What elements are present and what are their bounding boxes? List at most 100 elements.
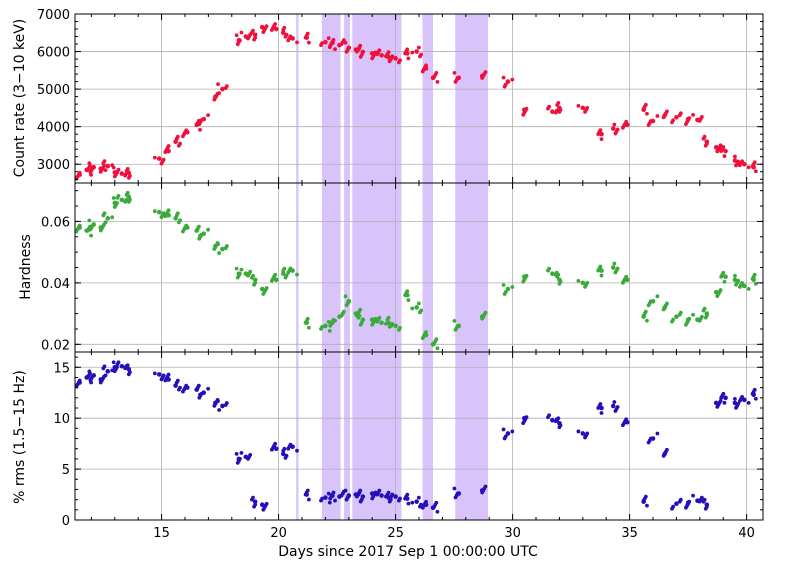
hardness-y-tick-label: 0.04 [41,277,70,292]
hardness-data-point-cluster [284,273,289,278]
count-rate-data-point-cluster [346,45,351,50]
rms-data-point-cluster [524,415,529,420]
count-rate-data-point [732,158,738,163]
hardness-data-point-cluster [239,267,244,272]
count-rate-data-point-cluster [206,113,211,118]
count-rate-data-point-cluster [722,154,727,158]
count-rate-data-point [252,32,258,37]
rms-data-point-cluster [648,436,653,441]
rms-data-point-cluster [615,405,620,409]
rms-shaded-region-2 [344,352,350,520]
hardness-y-tick-label: 0.06 [41,215,70,230]
rms-data-point [723,395,728,401]
hardness-data-point-cluster [248,269,253,274]
hardness-data-point-cluster [282,266,287,271]
rms-data-point-cluster [665,447,669,452]
hardness-data-point [273,277,279,283]
count-rate-data-point-cluster [624,119,629,124]
count-rate-data-point-cluster [386,50,391,55]
count-rate-data-point-cluster [752,160,757,165]
x-tick-label: 30 [504,526,521,541]
hardness-data-point [259,286,265,292]
hardness-data-point-cluster [305,316,310,321]
count-rate-data-point-cluster [615,127,620,132]
rms-data-point [550,417,555,423]
rms-data-point-cluster [752,387,757,392]
count-rate-data-point-cluster [678,111,683,116]
count-rate-data-point-cluster [305,31,310,36]
rms-data-point-cluster [264,501,269,506]
rms-data-point-cluster [199,391,204,396]
hardness-data-point-cluster [699,314,704,319]
count-rate-data-point-cluster [87,161,92,166]
rms-data-point-cluster [510,429,515,434]
hardness-data-point-cluster [90,223,95,228]
count-rate-y-tick-label: 4000 [37,121,70,136]
hardness-data-point [379,320,384,326]
count-rate-data-point-cluster [740,159,744,164]
count-rate-data-point-cluster [326,36,331,41]
rms-data-point-cluster [687,499,692,504]
rms-data-point [220,403,225,409]
count-rate-data-point-cluster [103,168,108,173]
count-rate-data-point [105,163,111,169]
rms-shaded-region-4 [422,352,434,520]
count-rate-data-point-cluster [612,122,617,127]
hardness-data-point [280,271,286,276]
hardness-data-point-cluster [510,285,515,289]
hardness-data-point-cluster [178,218,182,223]
hardness-data-point-cluster [405,289,410,294]
hardness-data-point-cluster [264,286,269,290]
rms-shaded-region-1 [321,352,341,520]
hardness-data-point-cluster [217,251,222,255]
count-rate-data-point [505,79,511,84]
count-rate-data-point [259,24,265,30]
hardness-data-point-cluster [547,266,551,271]
hardness-data-point-cluster [184,223,189,228]
rms-data-point-cluster [576,429,581,434]
rms-data-point-cluster [77,378,82,383]
count-rate-data-point [610,126,616,131]
hardness-data-point-cluster [251,273,255,278]
hardness-data-point [414,305,419,310]
hardness-data-point [610,265,616,270]
count-rate-data-point-cluster [116,167,121,172]
count-rate-panel: 3000 4000 5000 6000 7000 [37,8,764,184]
count-rate-data-point-cluster [510,77,515,82]
hardness-data-point-cluster [175,211,180,216]
rms-data-point-cluster [161,373,166,378]
count-rate-data-point-cluster [359,53,364,57]
hardness-data-point-cluster [718,288,723,292]
hardness-data-point-cluster [216,242,220,246]
count-rate-data-point-cluster [320,41,324,46]
rms-data-point-cluster [305,488,310,493]
hardness-data-point-cluster [416,301,421,306]
hardness-data-point-cluster [434,337,439,342]
rms-data-point [105,369,111,374]
count-rate-data-point-cluster [702,134,707,139]
rms-data-point-cluster [736,402,741,406]
count-rate-data-point [393,56,398,61]
hardness-data-point-cluster [124,198,129,202]
count-rate-data-point-cluster [585,105,590,110]
rms-data-point [119,363,125,369]
hardness-data-point-cluster [598,264,603,269]
rms-data-point-cluster [357,490,362,495]
count-rate-data-point-cluster [665,109,669,114]
rms-data-point-cluster [704,504,709,509]
count-rate-data-point [550,109,555,114]
count-rate-data-point-cluster [216,82,220,87]
hardness-data-point-cluster [327,328,332,333]
hardness-data-point [323,323,328,329]
count-rate-data-point-cluster [398,58,402,63]
rms-data-point [156,372,162,377]
rms-data-point-cluster [424,499,428,504]
rms-data-point-cluster [152,371,157,376]
count-rate-shaded-region-1 [321,14,341,183]
hardness-data-point-cluster [648,299,653,304]
hardness-data-point-cluster [111,196,116,200]
rms-data-point-cluster [333,498,337,503]
count-rate-data-point [323,39,328,45]
count-rate-data-point [723,148,728,154]
rms-data-point-cluster [359,497,364,502]
